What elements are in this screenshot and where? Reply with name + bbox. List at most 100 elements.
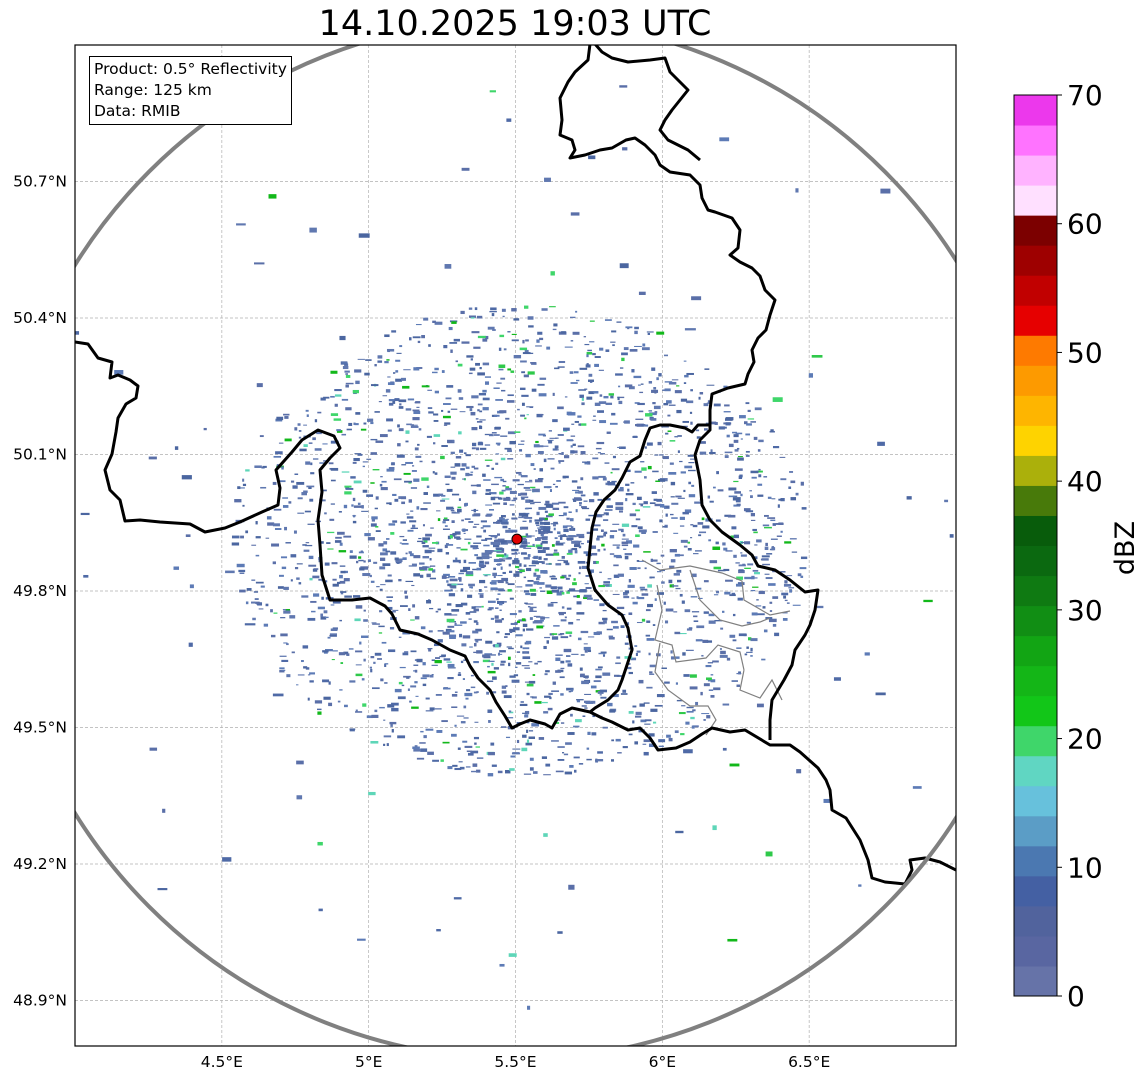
echo-pixel [589,341,595,343]
echo-pixel [611,759,615,762]
echo-pixel [642,506,651,508]
echo-pixel [479,410,483,413]
echo-pixel [579,667,583,671]
echo-pixel [757,483,763,486]
echo-pixel [691,573,697,578]
echo-pixel [505,736,511,739]
echo-pixel [508,710,512,713]
echo-pixel [733,434,739,438]
echo-pixel [686,400,694,404]
echo-pixel [621,523,630,527]
echo-pixel [511,563,520,565]
echo-pixel [665,432,669,435]
echo-pixel [549,696,552,700]
colorbar-bin [1014,635,1057,667]
echo-pixel [345,382,354,385]
echo-pixel [362,465,365,468]
echo-pixel [714,619,723,622]
echo-pixel [425,710,434,712]
echo-pixel [576,699,584,701]
echo-pixel [618,400,623,405]
echo-pixel [720,627,724,630]
echo-pixel [640,719,647,723]
echo-pixel [319,462,327,464]
echo-pixel [495,442,501,445]
echo-pixel [595,675,602,679]
echo-pixel [628,711,634,714]
echo-pixel [459,449,464,453]
echo-pixel [443,658,451,661]
echo-pixel [703,718,706,721]
echo-pixel [294,427,298,431]
echo-pixel [602,654,606,657]
echo-pixel [415,455,422,458]
echo-pixel [558,461,561,464]
echo-pixel [564,396,568,398]
echo-pixel [654,598,657,601]
echo-pixel [644,567,647,570]
echo-pixel [447,583,456,587]
echo-pixel [466,473,473,476]
echo-pixel [557,406,564,410]
echo-pixel [529,606,537,609]
echo-pixel [735,432,743,435]
echo-pixel [700,691,703,696]
echo-pixel [374,652,382,656]
echo-pixel [411,584,415,587]
echo-pixel [334,540,342,543]
echo-pixel [451,321,457,324]
echo-pixel [469,646,473,648]
echo-pixel [603,581,611,584]
echo-pixel [458,577,462,581]
echo-pixel [772,623,777,627]
echo-pixel [543,833,548,837]
echo-pixel [465,466,470,469]
echo-pixel [409,337,412,341]
echo-pixel [312,458,319,460]
echo-pixel [528,325,534,328]
echo-pixel [610,471,613,474]
echo-pixel [689,411,693,414]
echo-pixel [616,656,621,659]
echo-pixel [736,647,742,649]
echo-pixel [529,588,536,592]
echo-pixel [504,519,507,522]
echo-pixel [512,479,520,482]
echo-pixel [671,517,678,519]
echo-pixel [729,763,740,767]
echo-pixel [570,450,575,454]
echo-pixel [317,711,322,715]
echo-pixel [520,544,528,547]
echo-pixel [255,536,261,539]
echo-pixel [612,523,620,525]
echo-pixel [305,667,310,670]
echo-pixel [737,597,743,601]
echo-pixel [750,519,756,521]
echo-pixel [637,567,641,570]
echo-pixel [582,461,590,463]
echo-pixel [624,384,633,388]
echo-pixel [405,430,410,434]
echo-pixel [533,581,540,585]
echo-pixel [498,364,506,368]
echo-pixel [532,557,537,559]
echo-pixel [496,554,504,557]
echo-pixel [573,544,581,548]
echo-pixel [524,602,528,604]
echo-pixel [538,556,542,560]
echo-pixel [471,465,476,468]
echo-pixel [525,584,533,587]
echo-pixel [758,474,762,478]
echo-pixel [703,683,710,687]
echo-pixel [497,600,505,604]
echo-pixel [586,758,592,761]
echo-pixel [428,411,434,414]
echo-pixel [339,542,343,546]
echo-pixel [487,665,490,668]
y-tick-label: 50.1°N [13,446,67,464]
echo-pixel [417,443,420,446]
echo-pixel [506,717,514,719]
echo-pixel [340,591,347,593]
echo-pixel [676,385,680,387]
echo-pixel [470,484,478,487]
